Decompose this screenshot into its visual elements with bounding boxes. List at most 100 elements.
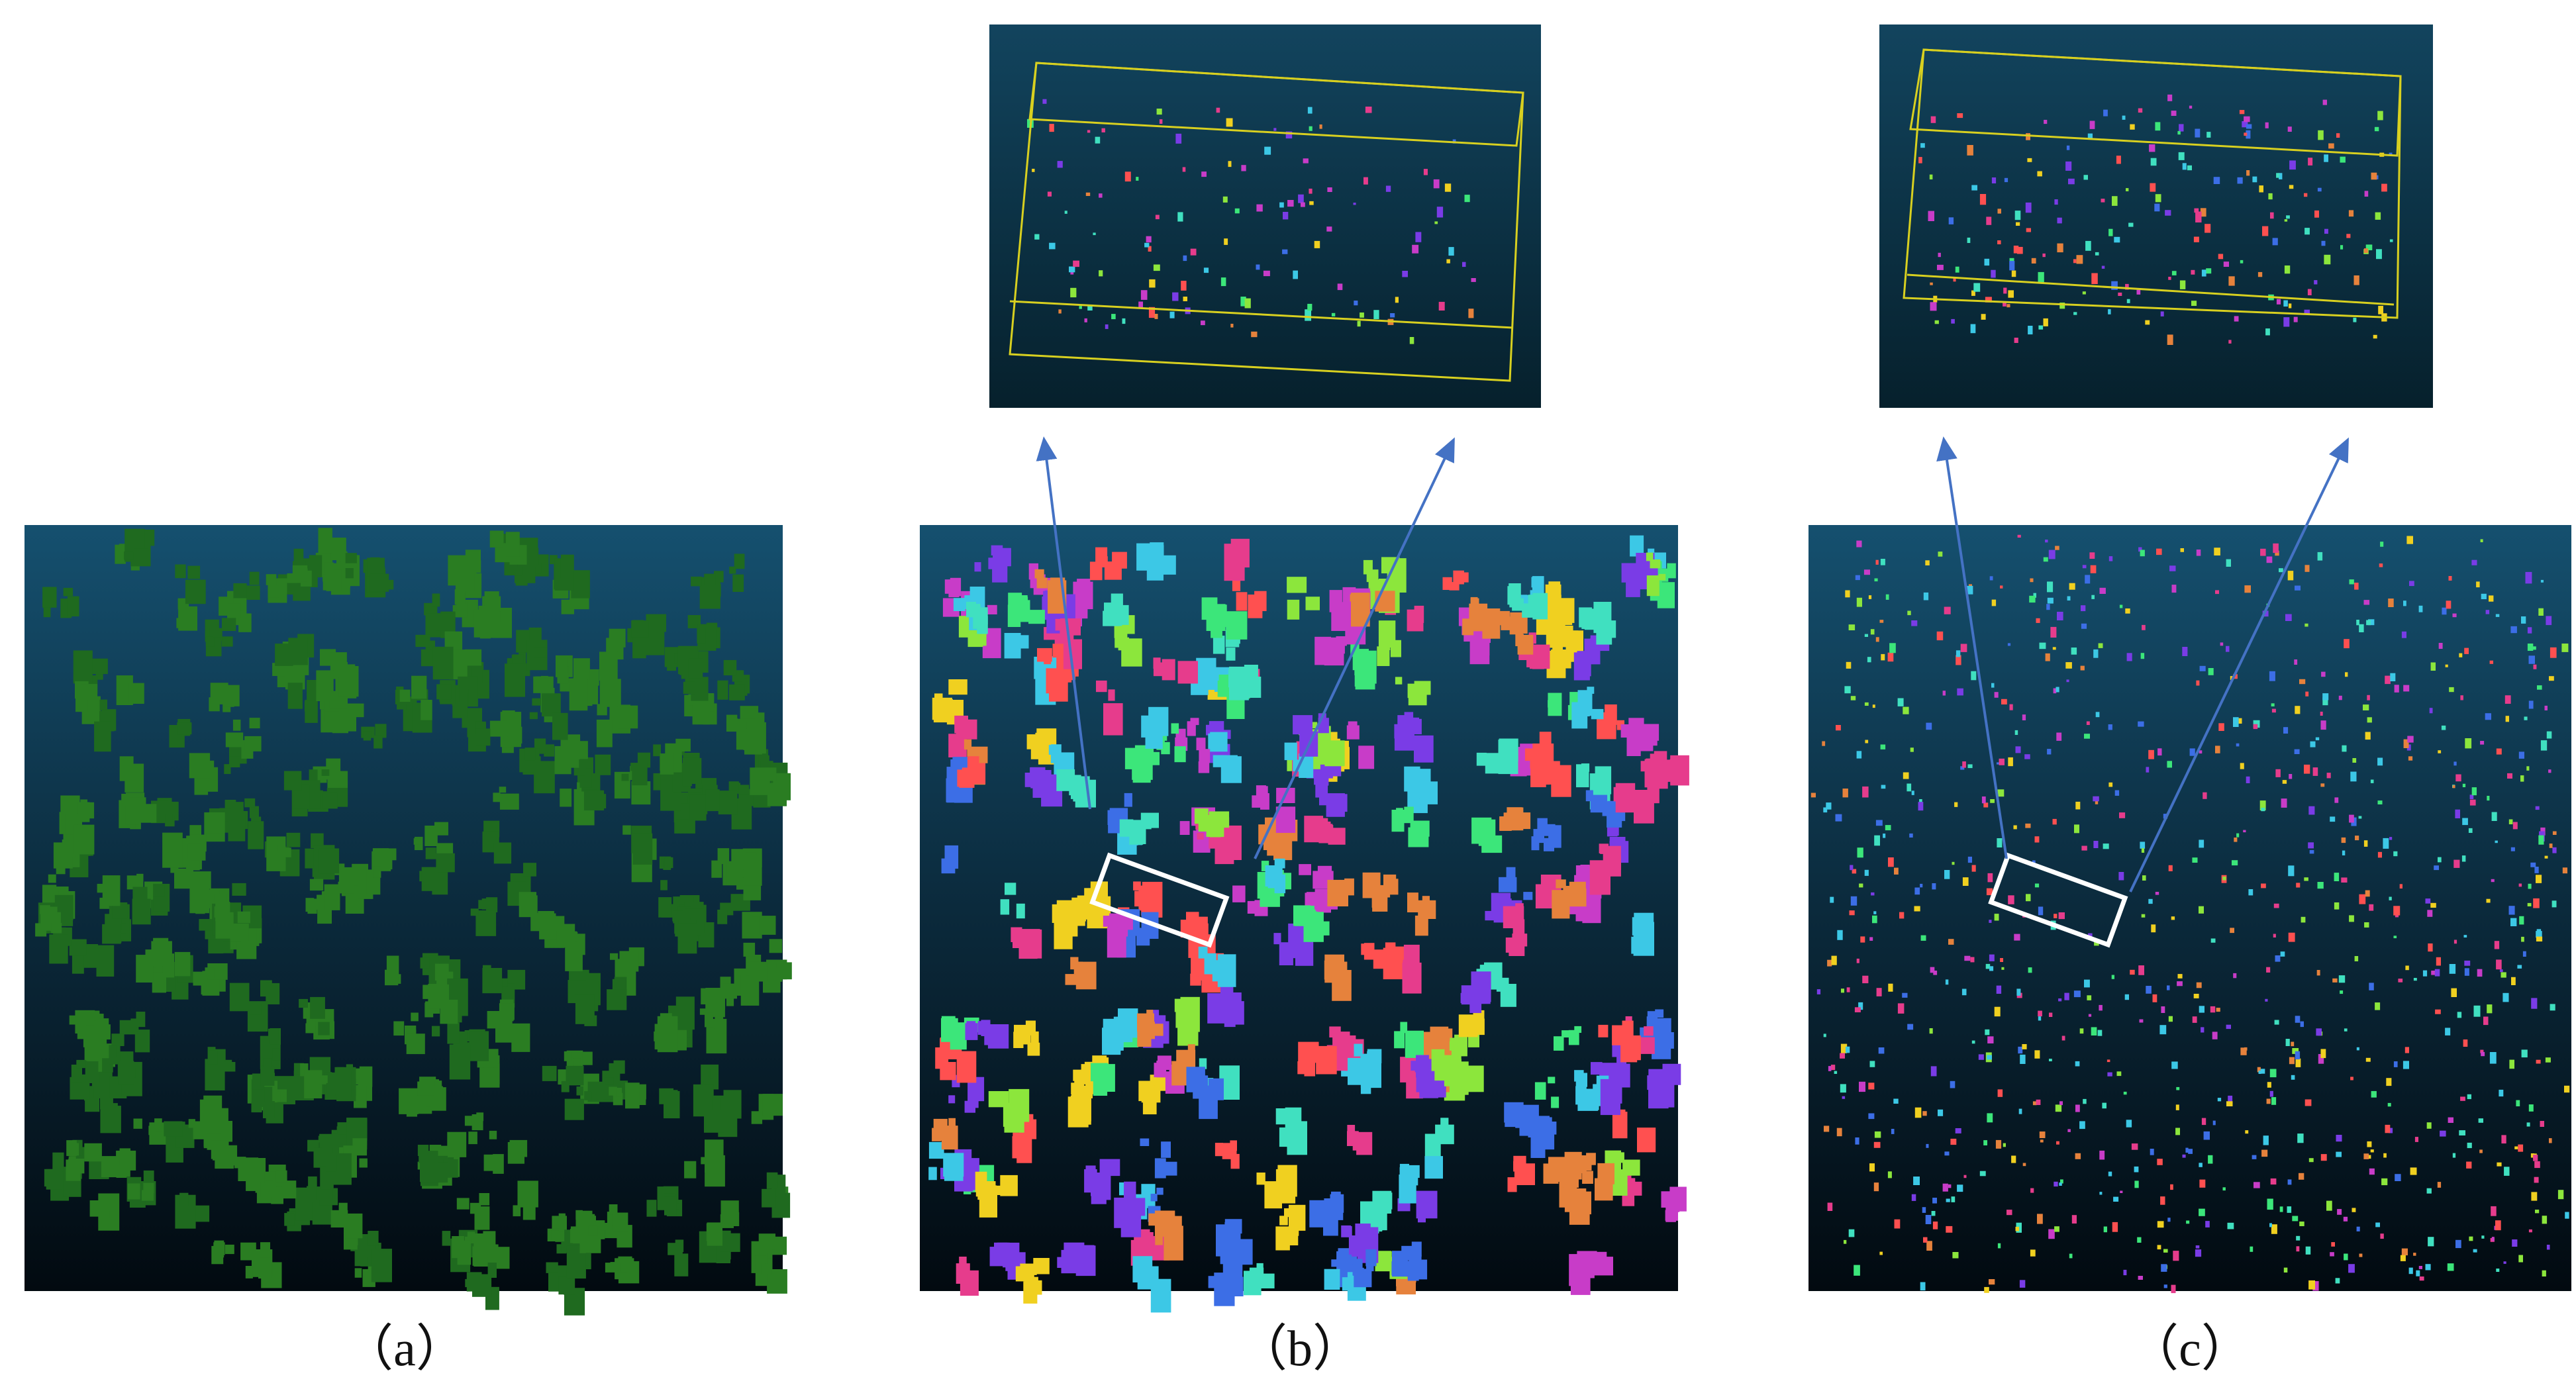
point: [2195, 1249, 2202, 1257]
point: [2038, 325, 2044, 330]
point: [2404, 1047, 2409, 1053]
point: [622, 825, 631, 835]
point: [2282, 780, 2287, 784]
point: [2036, 1099, 2041, 1105]
point: [1220, 277, 1226, 287]
point: [1548, 1157, 1565, 1182]
point: [2083, 1098, 2087, 1104]
point: [1985, 1029, 1990, 1035]
point: [162, 832, 183, 868]
point: [2001, 967, 2005, 970]
point: [1911, 791, 1914, 795]
point: [609, 1086, 617, 1096]
point: [2047, 581, 2054, 593]
point: [1273, 933, 1281, 945]
point: [2305, 691, 2309, 697]
point: [1885, 825, 1891, 831]
point: [1628, 718, 1644, 745]
point: [1634, 790, 1654, 824]
point: [1354, 1269, 1372, 1288]
point: [2503, 1261, 2506, 1264]
point: [2246, 130, 2251, 139]
point: [1297, 1061, 1310, 1075]
point: [1005, 883, 1016, 895]
point: [729, 566, 736, 574]
point: [2124, 994, 2129, 1000]
point: [2356, 1047, 2359, 1051]
point: [2548, 769, 2551, 773]
point: [1850, 696, 1856, 700]
point: [1213, 636, 1225, 654]
point: [1230, 324, 1234, 328]
point: [2459, 1130, 2465, 1135]
point: [266, 574, 277, 585]
point: [2204, 224, 2211, 233]
point: [2111, 281, 2118, 290]
point: [299, 568, 308, 582]
point: [2321, 671, 2326, 677]
point: [1883, 834, 1886, 838]
point: [2549, 676, 2554, 681]
point: [1888, 857, 1894, 867]
point: [2273, 903, 2279, 908]
point: [1948, 1184, 1952, 1188]
point: [2171, 1284, 2176, 1294]
point: [612, 1212, 628, 1232]
point: [1565, 630, 1579, 648]
point: [222, 618, 236, 631]
point: [1957, 1184, 1963, 1192]
point: [653, 744, 661, 757]
point: [511, 1023, 530, 1052]
point: [1630, 535, 1644, 557]
point: [1383, 874, 1397, 891]
point: [1216, 107, 1220, 113]
point: [973, 616, 982, 629]
point: [2279, 173, 2283, 179]
point: [1367, 1051, 1375, 1065]
point: [2459, 653, 2463, 657]
point: [2262, 226, 2269, 236]
point: [1599, 843, 1609, 853]
point: [2212, 1032, 2218, 1039]
point: [2331, 1242, 2335, 1247]
point: [307, 1186, 317, 1202]
point: [962, 1273, 973, 1293]
point: [743, 855, 762, 886]
point: [2531, 998, 2538, 1009]
point: [1936, 631, 1944, 641]
point: [1548, 693, 1562, 716]
point: [2140, 550, 2145, 557]
point: [2161, 1264, 2167, 1272]
point: [2013, 246, 2019, 254]
point: [2285, 1039, 2290, 1046]
point: [1314, 240, 1320, 248]
point: [1987, 1113, 1993, 1123]
point: [434, 1081, 442, 1091]
point: [2271, 703, 2275, 706]
point: [1914, 887, 1920, 895]
point: [2026, 133, 2030, 140]
point: [2205, 1221, 2210, 1227]
point: [1828, 1066, 1832, 1071]
point: [2359, 1253, 2363, 1257]
point: [2496, 959, 2502, 970]
point: [1857, 847, 1863, 858]
point: [1948, 217, 1954, 224]
point: [546, 1262, 558, 1273]
point: [2141, 914, 2146, 918]
point: [1232, 577, 1241, 591]
point: [2039, 1131, 2046, 1138]
point: [1414, 605, 1424, 623]
point: [657, 1016, 678, 1053]
point: [517, 1180, 538, 1208]
point: [51, 923, 62, 934]
point: [2565, 1212, 2569, 1219]
point: [759, 916, 776, 935]
point: [1955, 266, 1959, 273]
point: [1581, 613, 1594, 629]
point: [2007, 643, 2011, 646]
point: [101, 1024, 111, 1040]
point: [2284, 265, 2291, 274]
point: [1030, 610, 1039, 622]
point: [2084, 979, 2090, 988]
